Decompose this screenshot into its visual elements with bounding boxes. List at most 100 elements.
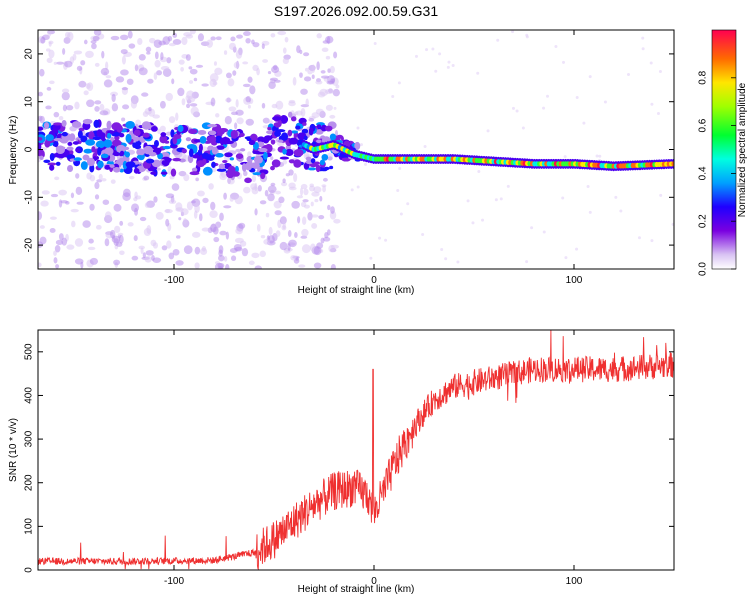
noise-blob <box>62 104 67 112</box>
noise-blob <box>320 237 325 244</box>
noise-blob <box>210 223 217 233</box>
y-tick-label: 0 <box>24 567 35 573</box>
signal-blob <box>222 159 228 164</box>
noise-blob <box>250 183 257 190</box>
noise-blob <box>190 106 199 116</box>
noise-blob <box>641 36 645 40</box>
noise-blob <box>313 246 322 256</box>
noise-blob <box>235 49 243 59</box>
signal-blob <box>162 145 171 150</box>
signal-blob <box>172 157 182 162</box>
noise-blob <box>186 201 193 211</box>
noise-blob <box>165 131 172 136</box>
noise-blob <box>156 70 163 76</box>
noise-blob <box>218 249 223 257</box>
noise-blob <box>218 266 223 269</box>
snr-xlabel: Height of straight line (km) <box>298 584 415 595</box>
signal-blob <box>160 171 168 175</box>
signal-blob <box>290 116 297 122</box>
noise-blob <box>152 114 160 119</box>
snr-ticks: -100 0 100 0 100 200 300 400 500 <box>24 330 674 587</box>
noise-blob <box>233 61 240 69</box>
noise-blob <box>194 204 200 213</box>
noise-blob <box>223 205 232 209</box>
noise-blob <box>298 264 306 268</box>
noise-blob <box>324 89 334 95</box>
noise-blob <box>61 91 70 101</box>
noise-blob <box>80 60 86 66</box>
noise-blob <box>104 211 112 220</box>
noise-blob <box>82 220 91 228</box>
noise-blob <box>290 255 297 261</box>
noise-blob <box>53 61 58 65</box>
signal-blob <box>287 111 293 118</box>
signal-blob <box>166 157 172 162</box>
noise-blob <box>166 57 172 64</box>
noise-blob <box>356 185 360 189</box>
signal-blob <box>133 129 141 137</box>
signal-blob <box>301 128 309 134</box>
noise-blob <box>60 200 69 204</box>
noise-blob <box>172 38 182 45</box>
noise-blob <box>127 222 134 227</box>
noise-blob <box>54 245 61 253</box>
noise-blob <box>110 179 116 184</box>
noise-blob <box>273 79 281 83</box>
signal-blob <box>116 144 126 153</box>
noise-blob <box>195 177 199 182</box>
spectrogram-xlabel: Height of straight line (km) <box>298 285 415 296</box>
noise-blob <box>94 105 100 112</box>
noise-blob <box>66 244 75 250</box>
signal-blob <box>106 120 112 130</box>
noise-blob <box>506 184 510 188</box>
signal-blob <box>288 159 295 164</box>
noise-blob <box>650 102 654 106</box>
noise-blob <box>131 203 140 213</box>
noise-blob <box>53 250 57 256</box>
noise-blob <box>414 54 418 58</box>
noise-blob <box>224 115 232 125</box>
noise-blob <box>202 197 209 204</box>
signal-blob <box>230 129 238 139</box>
noise-blob <box>440 247 444 251</box>
colorbar-tick-label: 0.8 <box>698 70 709 84</box>
noise-blob <box>219 212 224 222</box>
noise-blob <box>74 258 84 265</box>
signal-blob <box>177 124 184 133</box>
colorbar-tick-label: 0.0 <box>698 262 709 276</box>
noise-blob <box>671 222 674 226</box>
signal-blob <box>154 147 162 153</box>
noise-blob <box>325 55 331 60</box>
noise-blob <box>49 227 56 233</box>
noise-blob <box>299 72 303 78</box>
noise-blob <box>359 143 363 147</box>
signal-blob <box>55 161 61 166</box>
noise-blob <box>229 196 234 202</box>
noise-blob <box>268 226 273 236</box>
noise-blob <box>438 52 442 56</box>
noise-blob <box>270 33 276 38</box>
noise-blob <box>94 194 100 200</box>
noise-blob <box>311 223 318 229</box>
noise-blob <box>261 43 265 50</box>
noise-blob <box>159 125 166 132</box>
signal-blob <box>197 129 207 135</box>
x-tick-label: 100 <box>566 275 583 286</box>
noise-blob <box>94 181 100 190</box>
noise-blob <box>323 236 331 242</box>
noise-blob <box>159 100 166 109</box>
noise-blob <box>54 176 60 181</box>
signal-blob <box>150 171 157 175</box>
signal-blob <box>67 141 73 146</box>
noise-blob <box>268 81 276 90</box>
noise-blob <box>444 257 448 261</box>
noise-blob <box>287 243 291 251</box>
colorbar-label: Normalized spectral amplitude <box>737 82 748 217</box>
signal-blob <box>191 167 198 172</box>
signal-blob <box>288 137 299 145</box>
noise-blob <box>356 126 360 130</box>
noise-blob <box>525 33 529 37</box>
signal-blob <box>161 160 167 166</box>
noise-blob <box>300 187 304 196</box>
